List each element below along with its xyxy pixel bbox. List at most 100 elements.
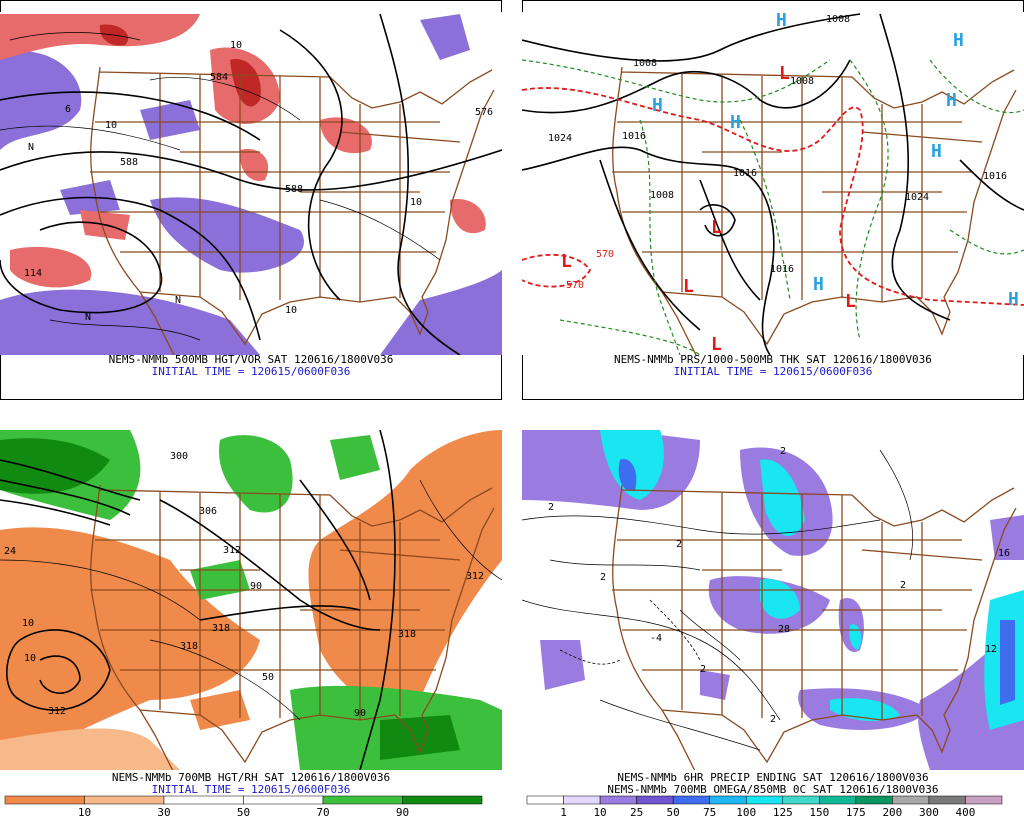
- contour-label: 28: [778, 624, 790, 635]
- colorbar-swatch: [402, 795, 483, 805]
- colorbar-swatch: [965, 795, 1003, 805]
- high-marker: H: [730, 112, 741, 133]
- colorbar-swatch: [636, 795, 674, 805]
- colorbar-label: 50: [237, 806, 250, 819]
- contour-label: 1016: [733, 168, 757, 179]
- contour-label: 16: [998, 548, 1010, 559]
- contour-label: 2: [780, 446, 786, 457]
- colorbar-swatch: [709, 795, 747, 805]
- caption: NEMS-NMMb PRS/1000-500MB THK SAT 120616/…: [614, 353, 932, 366]
- low-marker: L: [711, 334, 722, 355]
- contour-label: 50: [262, 672, 274, 683]
- contour-label: 2: [600, 572, 606, 583]
- colorbar-swatch: [563, 795, 601, 805]
- contour-label: 10: [285, 305, 297, 316]
- colorbar-swatch: [599, 795, 637, 805]
- contour-label: 570: [566, 280, 584, 291]
- map-precip: 2 2 2 2 2 16 12 28 2 -4 2: [522, 430, 1024, 770]
- contour-label: 6: [65, 104, 71, 115]
- contour-label: 10: [22, 618, 34, 629]
- contour-label: 576: [475, 107, 493, 118]
- colorbar-label: 10: [78, 806, 91, 819]
- high-marker: H: [953, 30, 964, 51]
- contour-label: N: [175, 295, 181, 306]
- contour-label: 2: [770, 714, 776, 725]
- colorbar-label: 75: [703, 806, 716, 819]
- contour-label: 10: [230, 40, 242, 51]
- contour-label: N: [28, 142, 34, 153]
- colorbar: 1 10 25 50 75 100 125 150 175 200 300 400: [526, 795, 1003, 819]
- colorbar-swatch: [243, 795, 324, 805]
- high-marker: H: [1008, 289, 1019, 310]
- contour-label: 1008: [633, 58, 657, 69]
- contour-label: 114: [24, 268, 42, 279]
- low-marker: L: [845, 291, 856, 312]
- colorbar-swatch: [672, 795, 710, 805]
- contour-label: 306: [199, 506, 217, 517]
- high-marker: H: [652, 95, 663, 116]
- contour-label: 10: [105, 120, 117, 131]
- contour-label: 2: [700, 664, 706, 675]
- high-marker: H: [931, 141, 942, 162]
- caption: NEMS-NMMb 700MB OMEGA/850MB 0C SAT 12061…: [607, 783, 938, 796]
- colorbar-swatch: [322, 795, 403, 805]
- contour-label: 312: [223, 545, 241, 556]
- contour-label: 1016: [770, 264, 794, 275]
- caption: NEMS-NMMb 6HR PRECIP ENDING SAT 120616/1…: [617, 771, 928, 784]
- colorbar-swatch: [855, 795, 893, 805]
- contour-label: 584: [210, 72, 228, 83]
- colorbar-swatch: [928, 795, 966, 805]
- contour-label: 1024: [548, 133, 572, 144]
- contour-label: 570: [596, 249, 614, 260]
- contour-label: 12: [985, 644, 997, 655]
- contour-label: N: [85, 312, 91, 323]
- colorbar-label: 10: [593, 806, 606, 819]
- colorbar-label: 25: [630, 806, 643, 819]
- colorbar-swatch: [892, 795, 930, 805]
- initial-time: INITIAL TIME = 120615/0600F036: [152, 783, 351, 796]
- caption: NEMS-NMMb 500MB HGT/VOR SAT 120616/1800V…: [109, 353, 394, 366]
- low-marker: L: [711, 217, 722, 238]
- contour-label: 2: [548, 502, 554, 513]
- contour-label: 24: [4, 546, 16, 557]
- colorbar-swatch: [819, 795, 857, 805]
- contour-label: 312: [48, 706, 66, 717]
- colorbar-label: 300: [919, 806, 939, 819]
- colorbar-label: 200: [882, 806, 902, 819]
- contour-label: 1016: [622, 131, 646, 142]
- low-marker: L: [779, 63, 790, 84]
- contour-label: 90: [250, 581, 262, 592]
- colorbar-label: 90: [396, 806, 409, 819]
- contour-label: 1016: [983, 171, 1007, 182]
- contour-label: 2: [900, 580, 906, 591]
- contour-label: 588: [120, 157, 138, 168]
- initial-time: INITIAL TIME = 120615/0600F036: [674, 365, 873, 378]
- contour-label: 318: [180, 641, 198, 652]
- contour-label: 1008: [650, 190, 674, 201]
- contour-label: 588: [285, 184, 303, 195]
- contour-label: 1008: [826, 14, 850, 25]
- colorbar-label: 1: [560, 806, 567, 819]
- colorbar-swatch: [782, 795, 820, 805]
- map-thickness: 1008 1008 1016 1024 1008 1016 1016 1024 …: [522, 12, 1024, 355]
- high-marker: H: [946, 90, 957, 111]
- colorbar-label: 70: [316, 806, 329, 819]
- contour-label: 318: [398, 629, 416, 640]
- contour-label: 10: [410, 197, 422, 208]
- colorbar-label: 400: [956, 806, 976, 819]
- colorbar-swatch: [84, 795, 165, 805]
- map-500mb: 584 588 588 114 10 10 10 10 N N N 576 6: [0, 12, 502, 355]
- contour-label: 2: [676, 539, 682, 550]
- low-marker: L: [683, 276, 694, 297]
- colorbar-swatch: [163, 795, 244, 805]
- colorbar-swatch: [4, 795, 85, 805]
- contour-label: 1008: [790, 76, 814, 87]
- colorbar-label: 50: [667, 806, 680, 819]
- contour-label: 90: [354, 708, 366, 719]
- colorbar-swatch: [745, 795, 784, 805]
- contour-label: 10: [24, 653, 36, 664]
- contour-label: 1024: [905, 192, 929, 203]
- high-marker: H: [813, 274, 824, 295]
- map-700mb-rh: 312 318 318 312 306 300 50 90 90 10 10 2…: [0, 430, 502, 770]
